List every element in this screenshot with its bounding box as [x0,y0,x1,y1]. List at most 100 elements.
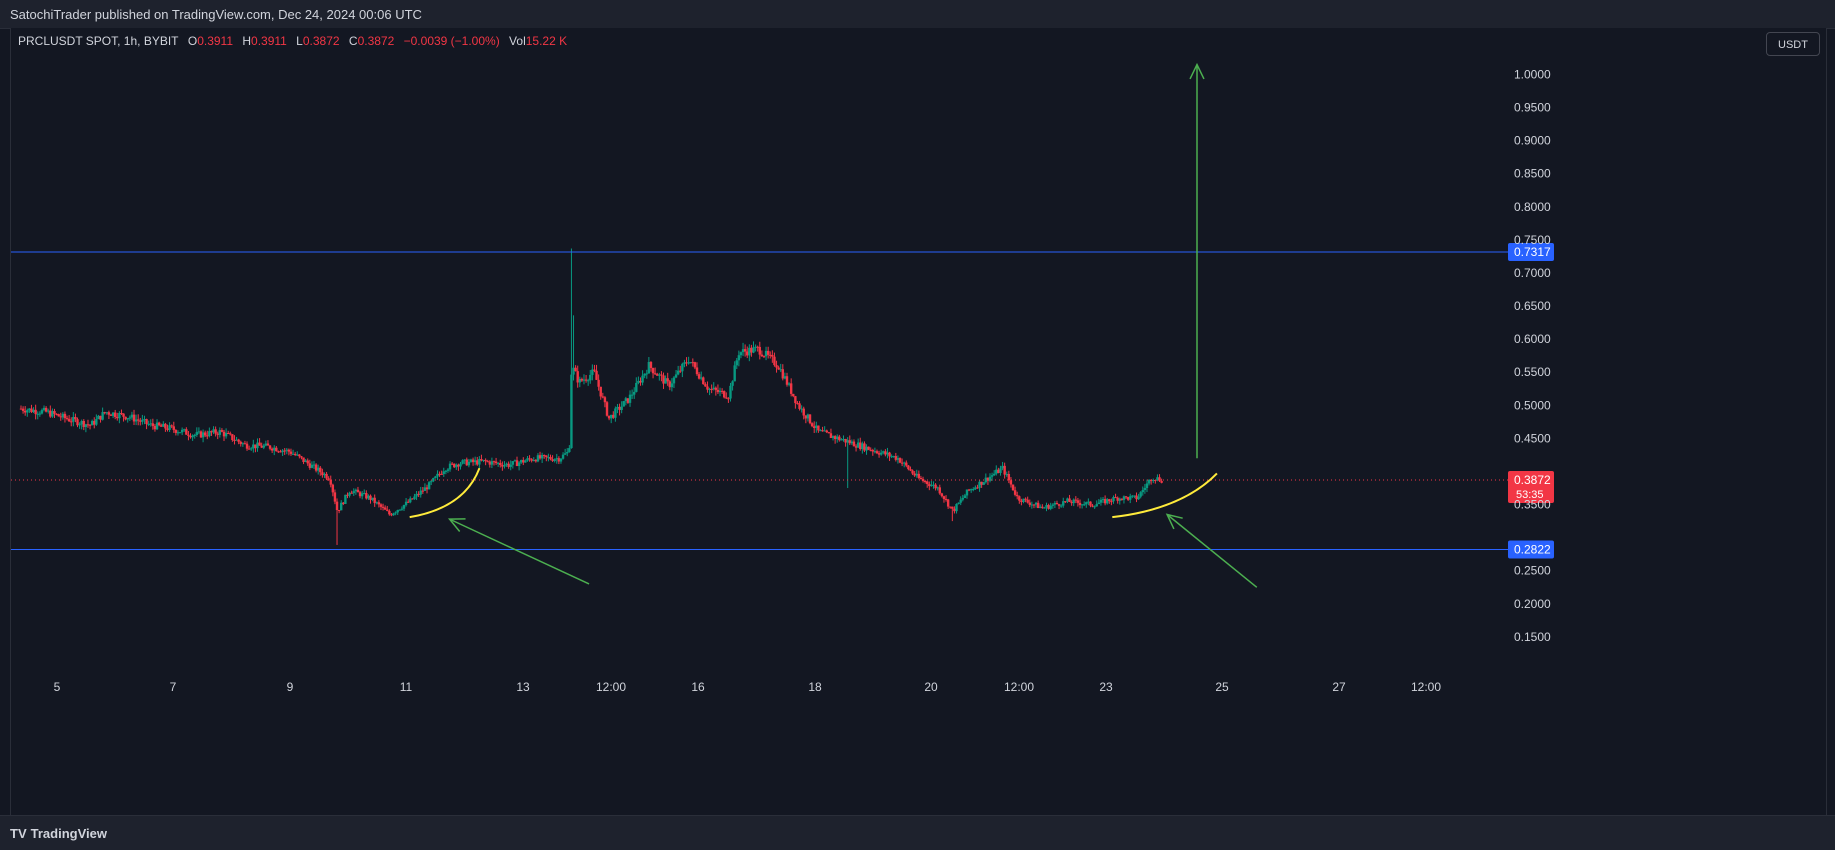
candle-body [595,370,598,380]
time-axis[interactable]: 5 7 9 11 13 12:00 16 18 20 12:00 23 25 27 12:00 [54,680,1442,694]
candle-body [78,424,81,426]
candle-body [792,393,795,397]
candle-body [1055,502,1059,505]
candle-body [997,469,1000,473]
candle-body [1030,504,1034,506]
candle-body [174,429,178,433]
candle-body [840,439,843,441]
candle-body [262,445,265,448]
candle-body [819,430,822,432]
symbol-label[interactable]: PRCLUSDT SPOT, 1h, BYBIT [18,34,179,48]
candle-body [856,442,860,448]
candle-body [191,435,194,438]
price-axis[interactable]: 1.0000 0.9500 0.9000 0.8500 0.8000 0.7500 0.70… [1514,67,1551,643]
candle-body [503,464,506,467]
candle-body [32,409,35,413]
chart-area[interactable]: 0.7317 0.2822 0.3872 53:35 1.0000 0.9500 0.90… [10,28,1827,815]
candle-body [951,506,954,509]
candle-body [710,388,713,390]
candle-body [865,446,868,451]
candle-body [584,379,588,381]
candle-body [417,493,420,495]
candle-body [277,451,280,453]
candle-body [333,492,337,502]
candle-body [1016,494,1019,497]
candle-body [273,447,276,451]
candle-body [720,390,724,392]
candle-body [488,461,492,465]
candle-body [235,439,238,441]
candle-body [293,453,297,456]
candle-body [1156,477,1159,481]
candle-body [352,491,355,494]
candle-body [206,435,209,437]
change-value: −0.0039 (−1.00%) [403,34,500,48]
candle-body [252,444,255,449]
candle-body [266,443,270,446]
candle-body [1013,490,1017,495]
candle-body [547,457,550,459]
candle-body [764,350,768,357]
candle-body [72,416,75,422]
candle-body [254,444,257,449]
candle-body [463,459,466,461]
candle-body [264,443,268,446]
candle-body [486,461,489,463]
price-tick-label: 0.7000 [1514,266,1551,280]
candle-body [390,514,393,516]
candle-body [817,425,820,431]
candle-body [281,450,284,453]
candle-body [239,441,242,444]
candle-body [1003,465,1006,475]
price-tick-label: 0.5000 [1514,398,1551,412]
candle-body [107,412,111,415]
candle-body [494,461,498,464]
open-label: O [187,34,198,48]
candle-body [1095,504,1098,507]
candle-body [93,420,96,425]
candle-body [65,418,69,420]
currency-button[interactable]: USDT [1766,32,1820,56]
candle-body [875,451,879,454]
candle-body [344,494,347,504]
candle-body [415,493,418,497]
candle-body [1057,504,1061,506]
candle-body [383,507,387,510]
tradingview-brand[interactable]: TV TradingView [10,826,107,841]
candle-body [1141,490,1144,493]
candle-body [572,367,575,375]
candlestick-chart[interactable]: 0.7317 0.2822 0.3872 53:35 1.0000 0.9500 0.90… [11,28,1826,815]
candle-body [201,432,205,438]
candle-body [1112,497,1115,502]
candle-body [928,484,931,487]
candle-body [695,367,699,375]
candle-body [1082,504,1086,506]
candle-body [440,473,443,475]
candle-body [120,412,123,414]
time-tick-label: 27 [1332,680,1346,694]
candle-body [896,458,900,460]
candle-body [756,346,759,348]
rounded-bottom-curve [409,467,481,519]
candle-body [42,407,46,411]
candle-body [214,429,217,434]
price-tick-label: 0.2000 [1514,597,1551,611]
candle-body [1045,505,1048,508]
open-value: 0.3911 [197,34,233,48]
candle-body [243,443,247,445]
candle-body [637,380,640,383]
candle-body [955,503,958,512]
candle-body [884,451,887,455]
candle-body [967,489,971,491]
candle-body [396,510,399,513]
candle-body [597,379,600,387]
candle-body [59,416,62,418]
candle-body [953,508,956,512]
time-tick-label: 7 [170,680,177,694]
volume-value: 15.22 K [525,34,568,48]
candle-body [247,448,251,450]
candle-body [323,473,326,476]
candle-body [1131,495,1134,497]
candle-body [287,449,291,452]
candle-body [126,418,129,420]
